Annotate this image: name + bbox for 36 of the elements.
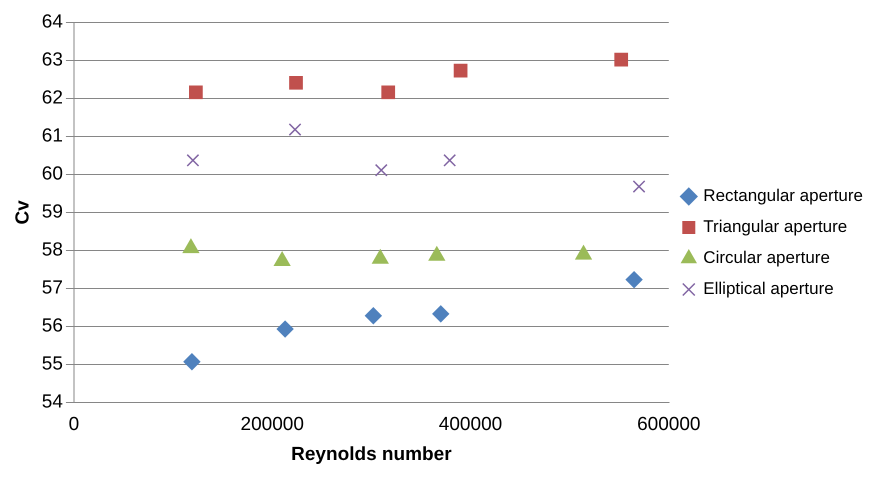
point — [289, 76, 303, 90]
point — [626, 271, 643, 288]
x-axis-title: Reynolds number — [291, 444, 452, 465]
y-tick-label: 57 — [42, 278, 63, 299]
point — [432, 305, 450, 322]
y-tick-label: 64 — [42, 12, 64, 33]
point — [614, 52, 628, 67]
y-axis-title: Cv — [12, 200, 34, 225]
x-tick-label: 400000 — [438, 414, 502, 436]
y-tick-label: 62 — [42, 88, 63, 109]
y-tick-label: 59 — [42, 202, 63, 223]
legend-label: Elliptical aperture — [703, 279, 834, 298]
legend-label: Circular aperture — [703, 248, 830, 268]
point — [186, 154, 200, 167]
x-tick-label: 0 — [68, 414, 80, 436]
point — [183, 353, 200, 370]
y-tick-label: 56 — [42, 316, 63, 337]
point — [454, 64, 468, 78]
point — [381, 85, 396, 100]
legend-label: Rectangular aperture — [703, 186, 864, 206]
y-tick-label: 58 — [42, 240, 63, 261]
point — [443, 154, 456, 167]
point — [276, 320, 294, 338]
legend-label: Triangular aperture — [703, 217, 848, 236]
y-tick-label: 61 — [42, 126, 63, 147]
point — [189, 85, 203, 100]
x-tick-label: 600000 — [637, 414, 700, 436]
point — [374, 164, 388, 177]
y-tick-label: 55 — [42, 354, 63, 375]
x-tick-label: 200000 — [240, 414, 304, 436]
point — [632, 180, 646, 193]
y-tick-label: 60 — [42, 164, 63, 185]
point — [364, 307, 382, 324]
point — [288, 123, 302, 136]
y-tick-label: 63 — [42, 50, 63, 71]
y-tick-label: 54 — [42, 392, 64, 413]
